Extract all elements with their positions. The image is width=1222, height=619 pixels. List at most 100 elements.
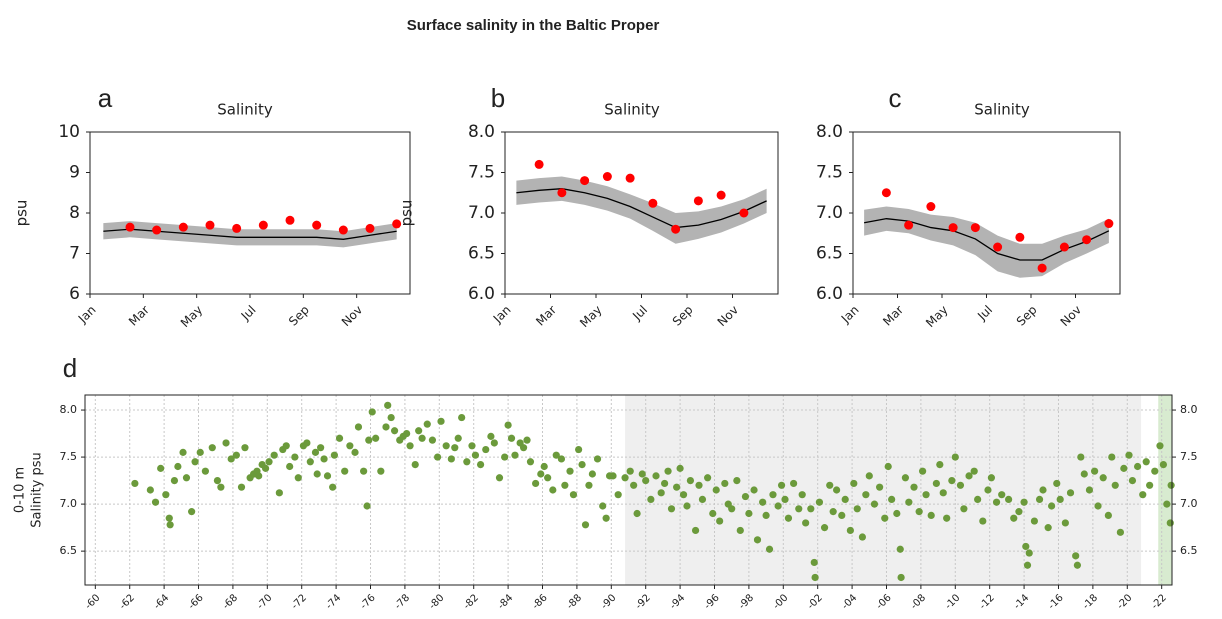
figure-title: Surface salinity in the Baltic Proper bbox=[407, 17, 660, 34]
observation bbox=[557, 188, 567, 198]
data-point bbox=[1099, 474, 1107, 482]
observation bbox=[232, 223, 242, 233]
data-point bbox=[614, 491, 622, 499]
data-point bbox=[360, 467, 368, 475]
x-tick-label: Jul bbox=[238, 303, 259, 324]
y-tick-label: 9 bbox=[69, 163, 80, 183]
x-tick-label: Jul bbox=[629, 303, 650, 324]
observation bbox=[1082, 235, 1092, 245]
observation bbox=[365, 223, 375, 233]
y-axis-label: psu bbox=[13, 200, 31, 227]
observation bbox=[258, 220, 268, 230]
data-point bbox=[683, 502, 691, 510]
data-point bbox=[208, 444, 216, 452]
y-axis-label: 0-10 m bbox=[13, 467, 28, 513]
data-point bbox=[910, 483, 918, 491]
data-point bbox=[317, 444, 325, 452]
data-point bbox=[384, 401, 392, 409]
y-tick-label: 7.5 bbox=[60, 450, 78, 463]
data-point bbox=[179, 448, 187, 456]
data-point bbox=[664, 467, 672, 475]
x-tick-label: -72 bbox=[290, 592, 309, 611]
x-tick-label: -82 bbox=[462, 592, 481, 611]
data-point bbox=[736, 526, 744, 535]
observation bbox=[125, 222, 135, 232]
data-point bbox=[320, 455, 328, 463]
x-tick-label: Mar bbox=[126, 303, 152, 329]
panel-letter: b bbox=[491, 83, 505, 113]
data-point bbox=[526, 458, 535, 466]
x-tick-label: -84 bbox=[496, 592, 515, 611]
data-point bbox=[1134, 462, 1142, 471]
observation bbox=[152, 225, 162, 235]
data-point bbox=[633, 509, 641, 518]
observation bbox=[285, 215, 295, 225]
data-point bbox=[974, 495, 982, 504]
observation bbox=[948, 223, 958, 233]
y-tick-label: 6.5 bbox=[816, 244, 843, 264]
x-tick-label: -70 bbox=[255, 592, 274, 611]
x-tick-label: -22 bbox=[1150, 592, 1169, 611]
data-point bbox=[482, 445, 490, 454]
mean-line bbox=[103, 228, 397, 240]
data-point bbox=[795, 505, 803, 513]
y-axis-label: psu bbox=[398, 200, 416, 227]
data-point bbox=[540, 462, 548, 471]
data-point bbox=[237, 483, 246, 491]
data-point bbox=[403, 429, 411, 438]
x-tick-label: -90 bbox=[599, 592, 618, 611]
y-tick-label: 7.0 bbox=[60, 497, 78, 510]
data-point bbox=[282, 442, 290, 450]
x-tick-label: -02 bbox=[806, 592, 825, 611]
data-point bbox=[642, 476, 650, 485]
data-point bbox=[166, 521, 174, 529]
data-point bbox=[960, 505, 968, 513]
y-tick-label: 7.5 bbox=[468, 163, 495, 183]
data-point bbox=[458, 413, 466, 422]
data-point bbox=[1072, 552, 1080, 560]
data-point bbox=[1056, 495, 1064, 504]
data-point bbox=[581, 521, 590, 529]
observation bbox=[970, 223, 980, 233]
y-tick-label: 10 bbox=[58, 122, 80, 142]
x-tick-label: -92 bbox=[634, 592, 653, 611]
y-tick-label-right: 6.5 bbox=[1180, 544, 1198, 557]
data-point bbox=[652, 472, 660, 480]
y-tick-label: 7.0 bbox=[468, 203, 495, 223]
data-point bbox=[698, 495, 707, 504]
data-point bbox=[1108, 453, 1116, 461]
data-point bbox=[578, 461, 586, 469]
data-point bbox=[501, 453, 509, 461]
data-point bbox=[987, 474, 996, 482]
data-point bbox=[575, 445, 583, 454]
data-point bbox=[884, 462, 892, 471]
data-point bbox=[829, 508, 837, 516]
data-point bbox=[1111, 481, 1119, 489]
data-point bbox=[1061, 519, 1069, 527]
data-point bbox=[695, 481, 703, 489]
data-point bbox=[415, 427, 423, 435]
data-point bbox=[870, 500, 879, 508]
x-tick-label: -98 bbox=[737, 592, 756, 611]
data-point bbox=[406, 442, 414, 450]
data-point bbox=[661, 479, 669, 488]
panel-title: Salinity bbox=[604, 101, 660, 119]
y-tick-label: 6.5 bbox=[60, 544, 78, 557]
data-point bbox=[265, 458, 273, 466]
y-tick-label-right: 8.0 bbox=[1180, 403, 1198, 416]
observation bbox=[625, 173, 635, 183]
data-point bbox=[201, 467, 209, 475]
data-point bbox=[948, 476, 956, 485]
data-point bbox=[588, 470, 596, 478]
x-tick-label: May bbox=[577, 303, 604, 330]
data-point bbox=[750, 486, 758, 494]
data-point bbox=[927, 511, 935, 519]
data-point bbox=[368, 408, 376, 416]
x-tick-label: Jan bbox=[75, 303, 99, 327]
observation bbox=[926, 202, 936, 212]
data-point bbox=[1066, 489, 1075, 497]
data-point bbox=[992, 498, 1001, 506]
data-point bbox=[196, 448, 204, 456]
x-tick-label: -60 bbox=[83, 592, 102, 611]
x-tick-label: -80 bbox=[427, 592, 446, 611]
